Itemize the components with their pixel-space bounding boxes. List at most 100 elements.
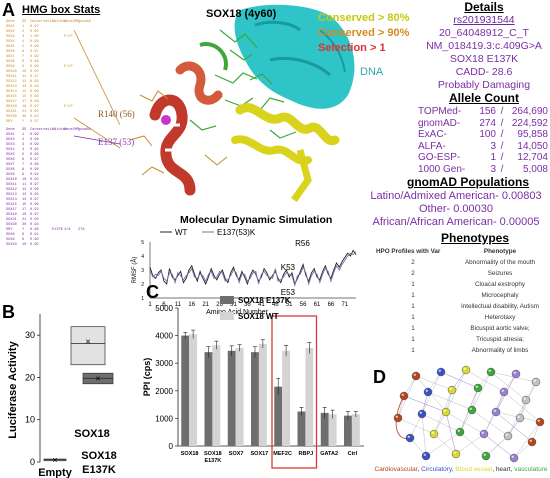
md-x-tick-label: 21 <box>202 302 209 308</box>
network-node-highlight <box>395 415 398 418</box>
table-row: SOX9 9 0.90 <box>6 238 92 243</box>
table-cell: SOX15 <box>6 203 17 207</box>
table-cell: 0.98 <box>30 100 39 104</box>
md-x-tick-label: 51 <box>286 302 293 308</box>
network-node <box>511 369 521 379</box>
table-cell: SOX6 <box>6 50 15 54</box>
table-cell: SOX11 <box>6 183 17 187</box>
legend-selection: Selection > 1 <box>318 42 386 54</box>
table-cell: 0.96 <box>30 45 39 49</box>
table-cell: SOX18 <box>6 105 17 109</box>
allele-row: ALFA- 3 / 14,050 <box>418 141 550 153</box>
table-cell: 11 <box>22 75 27 79</box>
table-row: SOX13 13 0.95 <box>6 193 92 198</box>
network-node-highlight <box>493 409 496 412</box>
table-cell: 3 <box>22 143 25 147</box>
allele-total: 264,690 <box>511 106 548 117</box>
panel-b-letter: B <box>2 302 15 322</box>
table-row: SOX8 8 0.96 <box>6 60 92 65</box>
hpo-row: 1 Heterotaxy <box>376 312 550 323</box>
allele-total: 95,858 <box>517 129 548 141</box>
bar-mut <box>251 352 259 446</box>
interaction-network <box>393 365 545 463</box>
allele-source: ExAC- <box>418 129 447 141</box>
bar-wt <box>258 343 267 446</box>
table-cell: SOX17 <box>6 208 17 212</box>
hpo-count: 1 <box>411 347 415 354</box>
table-cell: 13 <box>22 193 27 197</box>
network-node-highlight <box>488 369 491 372</box>
table-cell: 14 <box>22 198 27 202</box>
network-edge <box>440 371 479 389</box>
table-cell: 18 <box>22 213 27 217</box>
table-cell: 0.95 <box>30 30 39 34</box>
table-cell: 1 <box>22 25 25 29</box>
bar-wt <box>328 414 337 446</box>
bar-legend-wt-swatch <box>220 312 234 320</box>
table-cell: 0.96 <box>30 188 39 192</box>
table-cell: 2 <box>22 138 25 142</box>
table-cell: 0.96 <box>30 203 39 207</box>
table-cell: 3 <box>22 35 25 39</box>
table-row: SOX2 2 0.95 <box>6 30 92 35</box>
table-cell <box>52 243 64 248</box>
network-node-highlight <box>453 451 456 454</box>
bar-y-tick-label: 0 <box>169 442 174 451</box>
hpo-count: 2 <box>411 270 415 277</box>
network-node-highlight <box>523 397 526 400</box>
allele-source: 1000 Gen- <box>418 163 466 175</box>
table-row: SOX9 9 0.94 <box>6 173 92 178</box>
details-cadd: CADD- 28.6 <box>455 66 513 78</box>
details-rsid[interactable]: rs201931544 <box>453 14 515 26</box>
hpo-header-left: HPO Profiles with Var <box>376 248 441 255</box>
allele-source: TOPMed- <box>418 106 462 117</box>
table-cell: SOX10 <box>6 243 17 247</box>
network-edge <box>513 421 541 459</box>
network-node-highlight <box>463 367 466 370</box>
allele-sep: / <box>500 106 504 117</box>
table-cell: Conservation <box>30 128 56 132</box>
network-node-highlight <box>413 373 416 376</box>
md-x-tick-label: 11 <box>175 302 182 308</box>
table-cell: 0.93 <box>30 115 39 119</box>
table-row: SRY Y 0.97 <box>6 120 92 125</box>
bar-wt <box>235 348 244 446</box>
table-row: SOX10 10 0.95 <box>6 70 92 75</box>
luciferase-box-chart: 30 20 10 0 Luciferase Activity × × × SOX18 SOX18 E… <box>7 314 117 478</box>
hpo-row: 1 Intellectual disability, Autism <box>376 301 550 312</box>
network-node <box>455 427 465 437</box>
table-cell: 10 <box>22 178 27 182</box>
table-cell: Gene2MP <box>64 20 80 24</box>
bar-category-label: SOX17 <box>251 451 269 457</box>
md-series-line-mut <box>149 251 357 288</box>
hpo-count: 1 <box>411 325 415 332</box>
table-row: SOX12 12 0.96 <box>6 188 92 193</box>
table-cell: 12 <box>22 188 27 192</box>
network-node-highlight <box>517 415 520 418</box>
table-cell: Conservation <box>30 20 56 24</box>
details-protein: SOX18 E137K <box>449 53 519 65</box>
table-cell: 6 <box>22 158 25 162</box>
allele-total: 224,592 <box>511 117 548 129</box>
bar-legend-wt-label: SOX18 WT <box>238 312 279 321</box>
table-cell: SOX21 <box>6 218 17 222</box>
table-cell: 10 <box>22 70 27 74</box>
hpo-row: 2 Seizures <box>376 268 550 279</box>
table-cell: SOX4 <box>6 148 15 152</box>
bar-category-label: SOX18 <box>204 451 222 457</box>
allele-sep: / <box>500 152 504 164</box>
table-cell: 17 <box>22 100 27 104</box>
gnomad-population-row: Latino/Admixed American- 0.00803 <box>370 190 542 202</box>
table-cell: 0.94 <box>30 223 39 227</box>
table-cell: 21 <box>22 110 27 114</box>
table-cell: SOX3 <box>6 143 15 147</box>
network-node <box>447 385 457 395</box>
table-cell: 0.98 <box>30 228 39 232</box>
bar-y-tick-label: 3000 <box>155 359 173 368</box>
bar-y-tick-label: 2000 <box>155 387 173 396</box>
table-cell: 8 <box>22 233 25 237</box>
table-cell: 0.98 <box>30 65 39 69</box>
network-node-highlight <box>419 411 422 414</box>
gnomad-population-row: African/African American- 0.00005 <box>372 216 540 228</box>
